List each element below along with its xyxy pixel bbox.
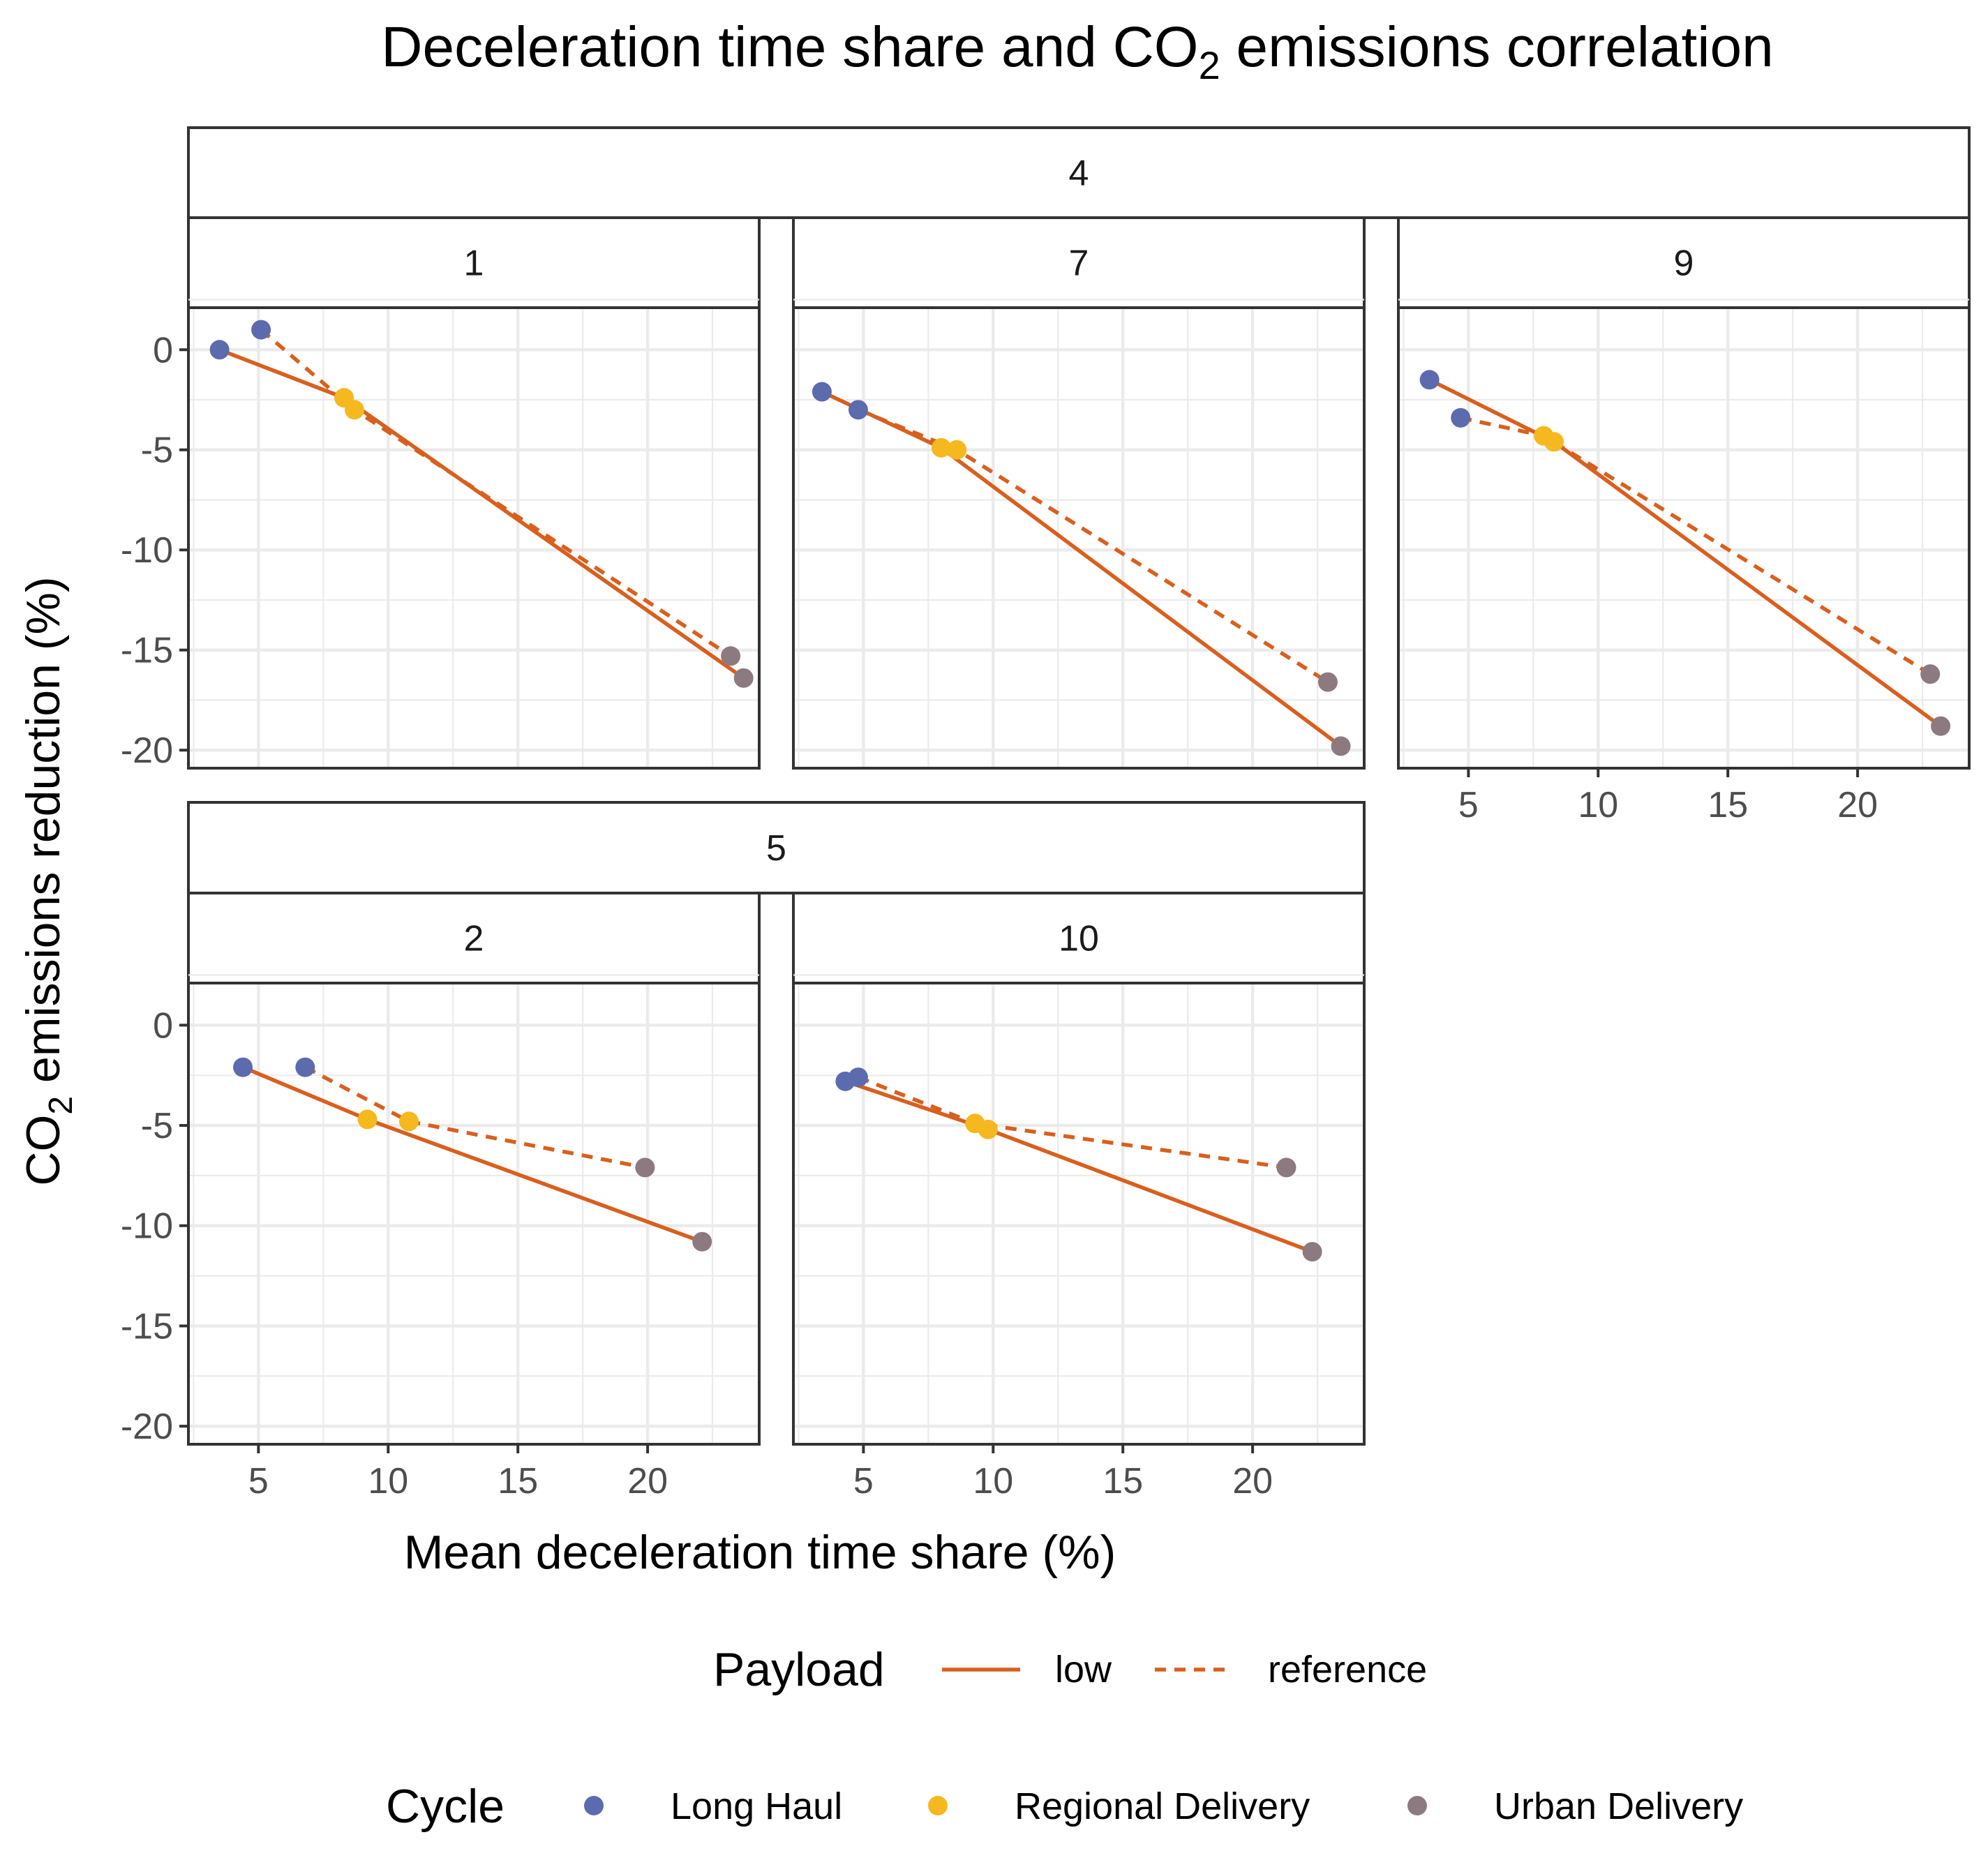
x-tick-label: 10	[368, 1461, 408, 1501]
panel-strip-label: 1	[464, 243, 484, 284]
line-reference	[304, 1065, 645, 1170]
legend-label-low: low	[1055, 1649, 1112, 1691]
y-tick-label: -5	[141, 430, 173, 471]
data-point	[931, 437, 951, 458]
x-tick-label: 20	[1232, 1461, 1273, 1501]
line-low	[1428, 377, 1942, 728]
data-point	[721, 646, 741, 666]
panel-grid	[793, 974, 1364, 1444]
y-tick-label: -20	[121, 730, 173, 771]
y-tick-label: -15	[121, 1306, 173, 1347]
line-low	[821, 390, 1343, 748]
y-tick-label: 0	[153, 330, 173, 370]
legend-cycle-label: Urban Delivery	[1494, 1785, 1743, 1827]
x-tick-label: 5	[853, 1461, 874, 1501]
legend-cycle-title: Cycle	[386, 1780, 505, 1833]
data-point	[1331, 736, 1351, 756]
panel-1: 1 0 -5 -10 -15 -20	[121, 216, 761, 771]
y-axis-title: CO2 emissions reduction (%)	[17, 576, 80, 1185]
legend-dot	[1407, 1796, 1427, 1815]
data-point	[635, 1157, 655, 1178]
x-tick-label: 15	[1103, 1461, 1143, 1501]
data-point	[1419, 370, 1440, 390]
y-tick-label: 0	[153, 1005, 173, 1046]
data-point	[209, 340, 230, 360]
panel-strip-label: 7	[1069, 243, 1089, 284]
data-point	[1931, 716, 1951, 736]
x-tick-label: 5	[1458, 785, 1479, 825]
panel-grid	[793, 299, 1364, 768]
legend-dot	[928, 1796, 948, 1815]
legend-cycle-label: Regional Delivery	[1015, 1785, 1310, 1827]
line-low	[218, 347, 745, 680]
panel-grid	[188, 974, 759, 1444]
x-tick-label: 15	[498, 1461, 538, 1501]
data-point	[692, 1231, 712, 1252]
data-point	[344, 400, 364, 420]
y-tick-label: -5	[141, 1106, 173, 1146]
x-tick-label: 10	[1578, 785, 1618, 825]
data-point	[733, 668, 754, 688]
group-strip-label: 5	[766, 828, 786, 869]
data-point	[1317, 672, 1338, 692]
data-point	[399, 1111, 419, 1132]
panel-2: 20-5-10-15-205 10 15 20	[121, 892, 761, 1501]
y-tick-label: -20	[121, 1407, 173, 1447]
panel-grid	[1398, 299, 1969, 768]
y-tick-label: -15	[121, 631, 173, 671]
x-tick-label: 10	[973, 1461, 1013, 1501]
data-point	[1451, 407, 1471, 428]
x-tick-label: 20	[627, 1461, 668, 1501]
data-point	[812, 382, 832, 402]
legend-payload: Payload low reference	[713, 1643, 1427, 1696]
group-strip-label: 4	[1069, 153, 1089, 194]
x-axis-title: Mean deceleration time share (%)	[404, 1526, 1116, 1579]
data-point	[233, 1057, 253, 1077]
x-tick-label: 5	[248, 1461, 269, 1501]
line-low	[242, 1065, 703, 1244]
legend-cycle: Cycle Long Haul Regional Delivery Urban Del…	[386, 1780, 1743, 1833]
legend-payload-title: Payload	[713, 1643, 885, 1696]
chart-title: Deceleration time share and CO2 emission…	[381, 15, 1773, 87]
panel-strip-label: 2	[464, 919, 484, 959]
panel-9: 9 5 10 15 20	[1397, 216, 1971, 825]
data-point	[295, 1057, 315, 1077]
group-strip-5: 5	[187, 801, 1366, 894]
panel-strip-label: 10	[1059, 919, 1099, 959]
line-reference	[260, 328, 732, 658]
y-tick-label: -10	[121, 1206, 173, 1247]
y-tick-label: -10	[121, 530, 173, 571]
legend-dot	[584, 1796, 604, 1815]
data-point	[1920, 664, 1941, 684]
group-strip-4: 4	[187, 126, 1971, 219]
data-point	[848, 400, 868, 420]
data-point	[357, 1109, 378, 1130]
data-point	[848, 1067, 868, 1088]
panel-10: 10 5 10 15 20	[792, 892, 1366, 1501]
x-tick-label: 15	[1707, 785, 1748, 825]
legend-cycle-label: Long Haul	[671, 1785, 842, 1827]
line-reference	[857, 1075, 1287, 1170]
data-point	[1534, 426, 1554, 446]
data-point	[251, 320, 271, 340]
data-point	[1302, 1242, 1322, 1262]
panel-strip-label: 9	[1674, 243, 1694, 284]
data-point	[965, 1114, 985, 1134]
data-point	[947, 440, 967, 460]
legend-label-reference: reference	[1268, 1649, 1427, 1691]
data-point	[1276, 1157, 1296, 1178]
panel-7: 7	[792, 216, 1366, 770]
x-tick-label: 20	[1837, 785, 1878, 825]
